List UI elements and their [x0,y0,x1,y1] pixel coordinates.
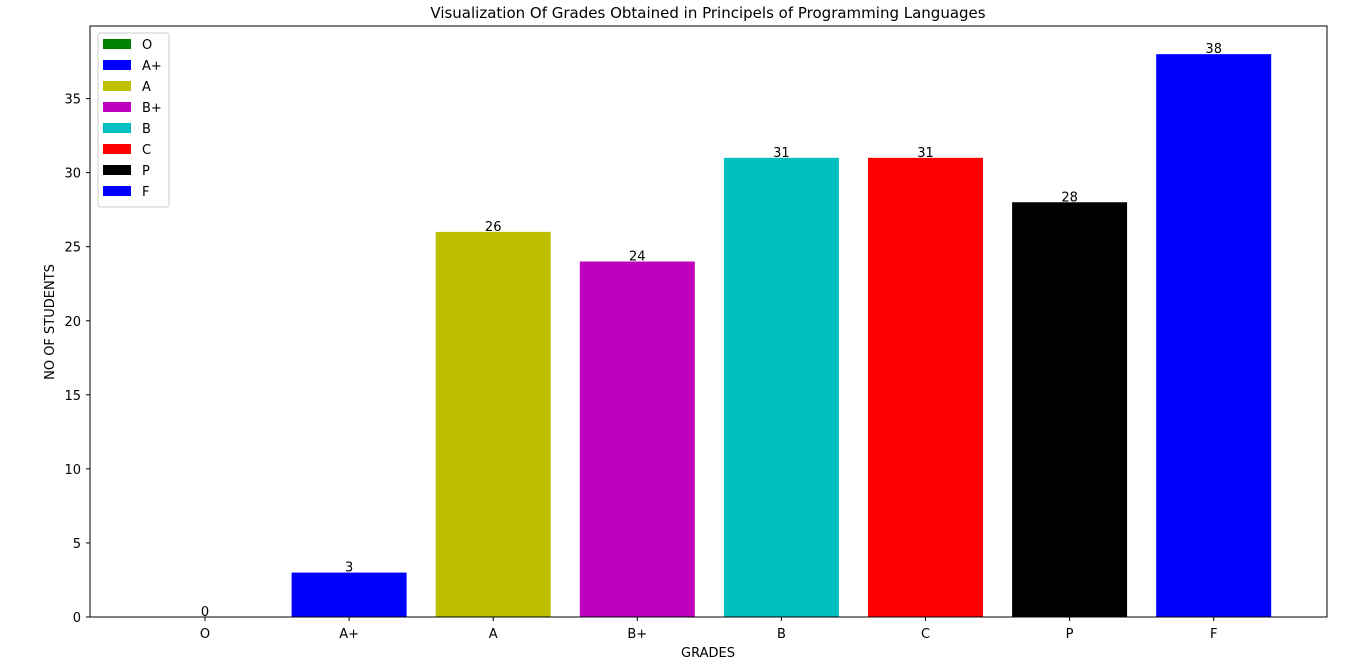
legend-label: A [142,80,151,95]
legend-swatch [103,60,131,70]
y-axis-label: NO OF STUDENTS [43,264,58,380]
x-tick-label: F [1210,627,1217,642]
bar-b-plus [579,261,695,617]
x-tick-label: P [1066,627,1074,642]
legend-swatch [103,81,131,91]
data-label-a: 26 [485,220,502,235]
legend-label: C [142,143,151,158]
data-label-o: 0 [201,605,209,620]
x-tick-label: A [489,627,498,642]
legend-label: F [142,185,149,200]
y-axis: 0 5 10 15 20 25 30 35 [64,93,90,626]
legend-label: B+ [142,101,162,116]
x-tick-label: O [200,627,210,642]
y-tick-label: 20 [64,315,81,330]
legend-label: B [142,122,151,137]
legend-swatch [103,39,131,49]
plot-area-frame [89,25,1328,618]
data-label-b-plus: 24 [629,250,646,265]
y-tick-label: 35 [64,93,81,108]
data-label-c: 31 [917,146,934,161]
bar-a-plus [291,572,407,617]
bar-c [868,157,983,617]
y-tick-label: 15 [64,389,81,404]
data-label-p: 28 [1061,190,1078,205]
x-axis: O A+ A B+ B C P F [200,617,1217,642]
legend-label: O [142,38,152,53]
legend-label: A+ [142,59,162,74]
x-tick-label: B [777,627,786,642]
y-tick-label: 0 [73,611,81,626]
bars-group [291,54,1272,618]
bar-f [1156,54,1272,617]
x-tick-label: B+ [627,627,647,642]
data-label-a-plus: 3 [345,561,353,576]
x-tick-label: C [921,627,930,642]
chart-title: Visualization Of Grades Obtained in Prin… [430,4,985,22]
bar-p [1012,202,1128,617]
legend-label: P [142,164,150,179]
y-tick-label: 30 [64,167,81,182]
bar-a [435,231,551,618]
y-tick-label: 5 [73,537,81,552]
legend-swatch [103,186,131,196]
data-label-b: 31 [773,146,790,161]
data-labels-group: 0 3 26 24 31 31 28 38 [201,42,1222,620]
y-tick-label: 25 [64,241,81,256]
legend-swatch [103,165,131,175]
legend-swatch [103,144,131,154]
x-tick-label: A+ [339,627,359,642]
legend-swatch [103,102,131,112]
bar-b [723,157,839,617]
legend-swatch [103,123,131,133]
y-tick-label: 10 [64,463,81,478]
data-label-f: 38 [1205,42,1222,57]
legend-box [97,32,170,208]
x-axis-label: GRADES [681,646,735,661]
